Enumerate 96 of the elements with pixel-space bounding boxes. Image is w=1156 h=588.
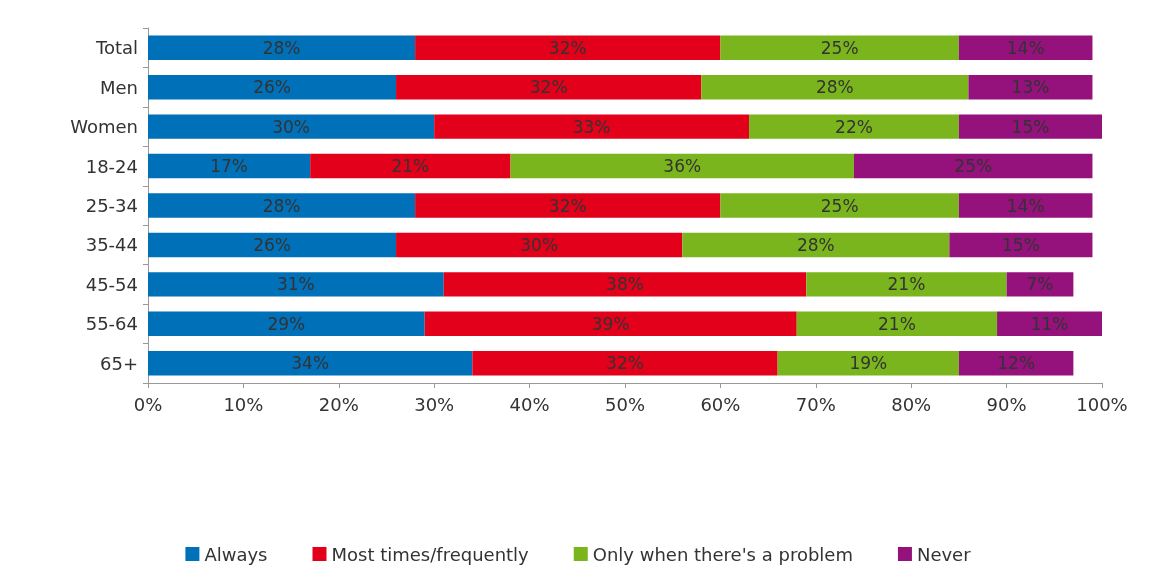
bar: [148, 153, 311, 179]
bar: [424, 311, 797, 337]
bar: [148, 232, 397, 258]
bar: [958, 351, 1074, 376]
bar: [720, 193, 959, 218]
legend-label: Always: [204, 543, 268, 565]
bar: [148, 351, 473, 376]
y-tick-label: Total: [94, 37, 138, 59]
y-tick-label: Men: [99, 76, 138, 98]
data-label: 12%: [997, 353, 1036, 374]
data-label: 25%: [954, 156, 993, 177]
data-label: 17%: [210, 156, 248, 177]
data-label: 21%: [877, 313, 916, 334]
x-tick-label: 0%: [133, 393, 163, 415]
bar: [701, 74, 969, 100]
data-label: 21%: [887, 274, 926, 295]
data-label: 15%: [1011, 116, 1050, 137]
bar: [997, 311, 1102, 337]
data-label: 15%: [1002, 234, 1040, 255]
x-tick-label: 30%: [414, 393, 455, 415]
x-tick-label: 80%: [891, 393, 932, 415]
bar: [415, 193, 721, 218]
data-label: 11%: [1030, 313, 1069, 334]
data-label: 30%: [272, 116, 310, 137]
data-label: 36%: [663, 156, 702, 177]
data-label: 14%: [1006, 195, 1045, 216]
x-tick-label: 10%: [223, 393, 264, 415]
data-label: 22%: [835, 116, 873, 137]
bar: [796, 311, 998, 337]
data-label: 19%: [849, 353, 888, 374]
x-tick-label: 40%: [509, 393, 550, 415]
bar: [415, 35, 721, 60]
bar: [443, 272, 807, 297]
y-tick-label: 18-24: [85, 155, 138, 177]
bar: [148, 272, 444, 297]
bar: [682, 232, 950, 258]
y-tick-label: 65+: [100, 352, 138, 374]
x-tick-label: 50%: [604, 393, 646, 415]
y-tick-label: 35-44: [85, 234, 138, 256]
data-label: 26%: [253, 234, 291, 255]
bar: [949, 232, 1093, 258]
data-label: 21%: [391, 156, 430, 177]
data-label: 25%: [820, 195, 859, 216]
bar: [958, 35, 1093, 60]
legend-label: Only when there's a problem: [592, 543, 853, 565]
y-tick-label: 25-34: [85, 195, 138, 216]
x-tick-label: 20%: [318, 393, 359, 415]
data-label: 32%: [548, 195, 587, 216]
bar: [853, 153, 1093, 179]
data-label: 38%: [606, 274, 644, 295]
bar: [806, 272, 1007, 297]
y-tick-label: 55-64: [85, 313, 138, 335]
bar: [1006, 272, 1074, 297]
data-label: 25%: [820, 37, 859, 58]
data-label: 30%: [520, 234, 559, 255]
data-label: 14%: [1006, 37, 1045, 58]
data-label: 28%: [262, 195, 301, 216]
bar: [434, 114, 750, 139]
bar: [148, 35, 416, 60]
bar: [958, 193, 1093, 218]
legend-label: Never: [916, 543, 972, 565]
bar: [310, 153, 511, 179]
bar: [396, 232, 683, 258]
bar: [148, 114, 435, 139]
data-label: 26%: [253, 77, 291, 98]
data-label: 32%: [548, 37, 587, 58]
bar: [396, 74, 702, 100]
x-tick-label: 100%: [1076, 393, 1128, 415]
legend-label: Most times/frequently: [331, 543, 530, 565]
data-label: 28%: [815, 77, 854, 98]
data-label: 7%: [1026, 274, 1054, 295]
data-label: 28%: [796, 234, 835, 255]
bar: [777, 351, 959, 376]
data-label: 31%: [276, 274, 315, 295]
bar: [958, 114, 1102, 139]
data-label: 32%: [606, 353, 644, 374]
bar: [148, 311, 425, 337]
bar: [968, 74, 1093, 100]
x-tick-label: 70%: [795, 393, 836, 415]
data-label: 33%: [572, 116, 611, 137]
data-label: 34%: [291, 353, 330, 374]
bar: [148, 74, 397, 100]
bar: [749, 114, 959, 139]
bar: [720, 35, 959, 60]
data-label: 39%: [591, 313, 630, 334]
x-tick-label: 60%: [700, 393, 741, 415]
bar: [510, 153, 854, 179]
data-label: 28%: [262, 37, 301, 58]
data-label: 32%: [529, 77, 568, 98]
y-tick-label: Women: [70, 116, 138, 138]
x-tick-label: 90%: [986, 393, 1027, 415]
bar: [472, 351, 778, 376]
data-label: 29%: [267, 313, 306, 334]
data-label: 13%: [1011, 77, 1050, 98]
bar: [148, 193, 416, 218]
y-tick-label: 45-54: [85, 273, 138, 295]
